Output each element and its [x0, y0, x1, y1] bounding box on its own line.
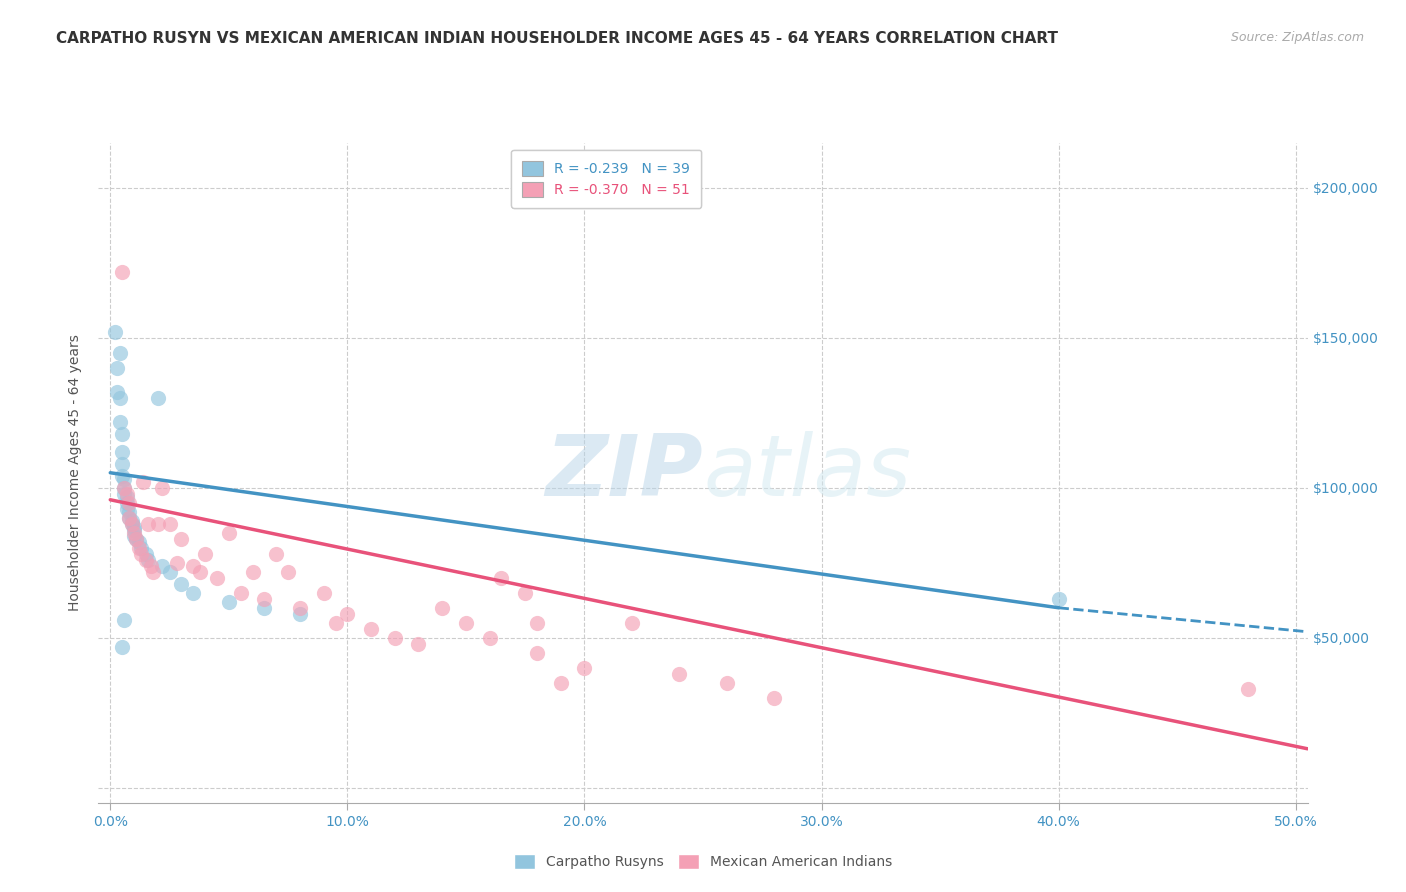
Point — [122, 523, 145, 537]
Point — [336, 607, 359, 621]
Y-axis label: Householder Income Ages 45 - 64 years: Householder Income Ages 45 - 64 years — [69, 334, 83, 611]
Point — [129, 541, 152, 555]
Point — [526, 646, 548, 660]
Point — [716, 675, 738, 690]
Point — [478, 631, 501, 645]
Point — [118, 510, 141, 524]
Point — [159, 565, 181, 579]
Text: Source: ZipAtlas.com: Source: ZipAtlas.com — [1230, 31, 1364, 45]
Point — [129, 547, 152, 561]
Point — [360, 622, 382, 636]
Point — [218, 595, 240, 609]
Point — [115, 496, 138, 510]
Point — [763, 690, 786, 705]
Point — [550, 675, 572, 690]
Point — [118, 510, 141, 524]
Point — [111, 457, 134, 471]
Point — [408, 637, 430, 651]
Point — [111, 265, 134, 279]
Text: atlas: atlas — [703, 431, 911, 515]
Point — [115, 490, 138, 504]
Text: ZIP: ZIP — [546, 431, 703, 515]
Point — [128, 534, 150, 549]
Point — [132, 475, 155, 489]
Point — [114, 613, 136, 627]
Point — [122, 529, 145, 543]
Point — [108, 345, 131, 359]
Point — [122, 520, 145, 534]
Point — [118, 505, 141, 519]
Point — [229, 586, 252, 600]
Point — [1047, 591, 1070, 606]
Point — [515, 586, 537, 600]
Point — [111, 640, 134, 654]
Point — [121, 516, 143, 531]
Point — [105, 384, 128, 399]
Point — [1237, 681, 1260, 696]
Point — [526, 615, 548, 630]
Legend: Carpatho Rusyns, Mexican American Indians: Carpatho Rusyns, Mexican American Indian… — [508, 847, 898, 876]
Point — [139, 558, 162, 573]
Point — [111, 468, 134, 483]
Point — [128, 541, 150, 555]
Point — [668, 666, 690, 681]
Point — [312, 586, 335, 600]
Point — [104, 325, 127, 339]
Point — [384, 631, 406, 645]
Point — [108, 415, 131, 429]
Point — [620, 615, 643, 630]
Point — [152, 558, 174, 573]
Point — [136, 516, 159, 531]
Point — [166, 556, 188, 570]
Text: CARPATHO RUSYN VS MEXICAN AMERICAN INDIAN HOUSEHOLDER INCOME AGES 45 - 64 YEARS : CARPATHO RUSYN VS MEXICAN AMERICAN INDIA… — [56, 31, 1059, 46]
Point — [122, 525, 145, 540]
Point — [115, 487, 138, 501]
Point — [121, 516, 143, 531]
Point — [454, 615, 477, 630]
Point — [277, 565, 299, 579]
Point — [194, 547, 217, 561]
Point — [114, 487, 136, 501]
Point — [111, 426, 134, 441]
Point — [125, 532, 148, 546]
Point — [205, 571, 228, 585]
Point — [136, 553, 159, 567]
Point — [190, 565, 212, 579]
Point — [115, 501, 138, 516]
Point — [288, 600, 311, 615]
Point — [125, 532, 148, 546]
Point — [432, 600, 454, 615]
Point — [135, 553, 157, 567]
Point — [105, 360, 128, 375]
Point — [181, 586, 204, 600]
Point — [491, 571, 513, 585]
Point — [170, 576, 193, 591]
Point — [118, 496, 141, 510]
Point — [114, 481, 136, 495]
Point — [242, 565, 264, 579]
Point — [264, 547, 287, 561]
Point — [574, 661, 596, 675]
Point — [159, 516, 181, 531]
Point — [170, 532, 193, 546]
Point — [253, 600, 276, 615]
Point — [146, 391, 169, 405]
Point — [181, 558, 204, 573]
Point — [114, 472, 136, 486]
Point — [135, 547, 157, 561]
Point — [253, 591, 276, 606]
Point — [108, 391, 131, 405]
Point — [111, 444, 134, 458]
Point — [142, 565, 165, 579]
Legend: R = -0.239   N = 39, R = -0.370   N = 51: R = -0.239 N = 39, R = -0.370 N = 51 — [512, 150, 702, 208]
Point — [152, 481, 174, 495]
Point — [325, 615, 347, 630]
Point — [288, 607, 311, 621]
Point — [121, 514, 143, 528]
Point — [218, 525, 240, 540]
Point — [114, 481, 136, 495]
Point — [146, 516, 169, 531]
